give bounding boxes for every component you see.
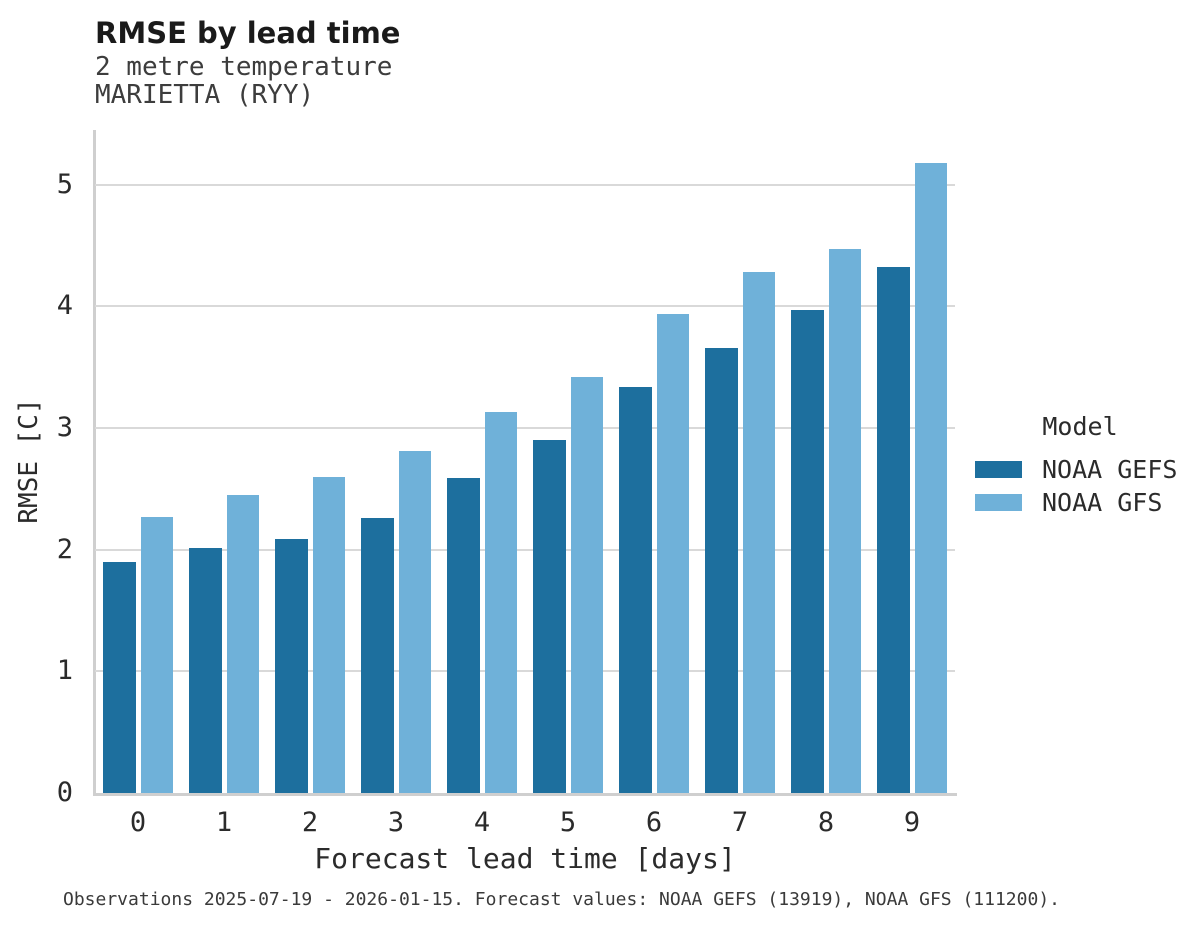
- x-tick-label-8: 8: [817, 807, 835, 838]
- bar-noaa-gfs-lead-7: [742, 272, 775, 793]
- bar-noaa-gfs-lead-2: [312, 476, 345, 793]
- bar-noaa-gefs-lead-3: [361, 518, 394, 793]
- bar-noaa-gefs-lead-1: [189, 548, 222, 793]
- bar-noaa-gfs-lead-9: [914, 162, 947, 793]
- y-tick-label-1: 1: [56, 655, 73, 687]
- y-axis-tick-labels: 0 1 2 3 4 5: [0, 130, 73, 808]
- y-tick-label-0: 0: [56, 777, 73, 808]
- legend-title: Model: [1042, 412, 1118, 441]
- bar-noaa-gefs-lead-8: [791, 310, 824, 793]
- gridline-5: [95, 183, 955, 186]
- x-tick-label-5: 5: [559, 807, 577, 838]
- bar-noaa-gfs-lead-5: [570, 376, 603, 793]
- x-tick-label-0: 0: [129, 807, 147, 838]
- legend: Model NOAA GEFS NOAA GFS: [975, 412, 1185, 519]
- x-axis-label: Forecast lead time [days]: [314, 842, 736, 875]
- bar-noaa-gfs-lead-8: [828, 249, 861, 793]
- bar-noaa-gfs-lead-6: [656, 313, 689, 793]
- legend-entry: NOAA GFS: [975, 486, 1185, 519]
- bar-noaa-gefs-lead-6: [619, 386, 652, 793]
- bar-noaa-gefs-lead-2: [275, 538, 308, 793]
- x-tick-label-2: 2: [301, 807, 319, 838]
- x-axis-spine: [93, 793, 957, 796]
- gridline-2: [95, 548, 955, 551]
- x-tick-label-3: 3: [387, 807, 405, 838]
- bar-noaa-gfs-lead-3: [398, 451, 431, 793]
- bar-noaa-gefs-lead-0: [103, 561, 136, 793]
- gridline-1: [95, 670, 955, 673]
- x-tick-label-1: 1: [215, 807, 233, 838]
- x-tick-label-4: 4: [473, 807, 491, 838]
- legend-entries: NOAA GEFS NOAA GFS: [975, 453, 1185, 519]
- bar-noaa-gefs-lead-5: [533, 440, 566, 793]
- y-tick-label-3: 3: [56, 412, 73, 444]
- bar-noaa-gfs-lead-0: [140, 516, 173, 793]
- legend-entry-label: NOAA GEFS: [1042, 455, 1178, 484]
- legend-swatch: [975, 494, 1022, 511]
- bar-noaa-gefs-lead-9: [877, 267, 910, 793]
- y-tick-label-4: 4: [56, 290, 73, 322]
- x-tick-label-7: 7: [731, 807, 749, 838]
- bar-noaa-gefs-lead-4: [447, 477, 480, 793]
- y-axis-spine: [93, 130, 96, 796]
- plot-area: [95, 130, 955, 793]
- bar-noaa-gefs-lead-7: [705, 347, 738, 793]
- footnote-caption: Observations 2025-07-19 - 2026-01-15. Fo…: [63, 889, 1060, 910]
- y-tick-label-2: 2: [56, 533, 73, 565]
- x-axis-tick-labels: 0 1 2 3 4 5 6 7 8 9: [95, 807, 955, 841]
- x-tick-label-6: 6: [645, 807, 663, 838]
- y-tick-label-5: 5: [56, 168, 73, 200]
- chart-title: RMSE by lead time: [95, 16, 401, 50]
- gridline-3: [95, 427, 955, 430]
- x-tick-label-9: 9: [903, 807, 921, 838]
- legend-entry: NOAA GEFS: [975, 453, 1185, 486]
- chart-subtitle-station: MARIETTA (RYY): [95, 80, 315, 110]
- legend-swatch: [975, 461, 1022, 478]
- chart-subtitle-variable: 2 metre temperature: [95, 52, 393, 82]
- bar-noaa-gfs-lead-1: [226, 494, 259, 793]
- legend-entry-label: NOAA GFS: [1042, 488, 1163, 517]
- gridline-4: [95, 305, 955, 308]
- bar-noaa-gfs-lead-4: [484, 412, 517, 793]
